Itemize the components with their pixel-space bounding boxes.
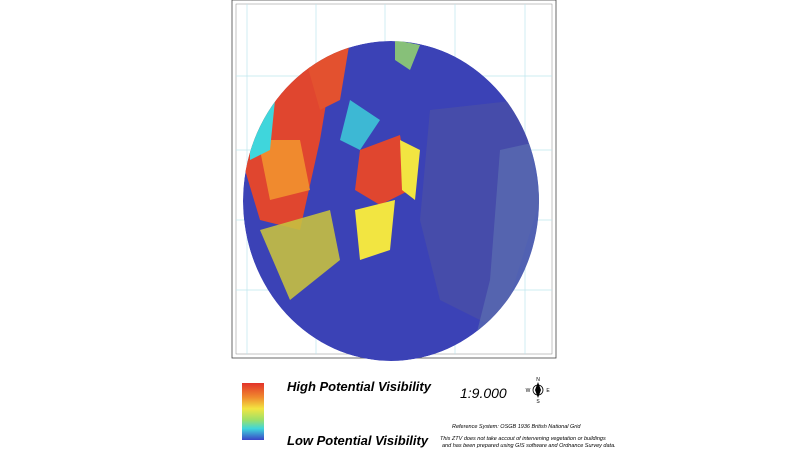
legend-gradient: [242, 383, 264, 440]
legend-low: Low Potential Visibility: [287, 433, 429, 448]
compass-e: E: [546, 388, 550, 394]
legend-high: High Potential Visibility: [287, 379, 432, 394]
compass: N E S W: [526, 377, 551, 405]
disclaimer-line: and has been prepared using GIS software…: [442, 443, 616, 449]
ztv-map: [243, 41, 539, 361]
disclaimer-line: This ZTV does not take accout of interve…: [440, 436, 606, 442]
compass-n: N: [536, 377, 540, 383]
compass-w: W: [526, 388, 531, 394]
reference: Reference System: OSGB 1936 British Nati…: [452, 424, 581, 430]
scale: 1:9.000: [460, 385, 507, 401]
compass-s: S: [536, 399, 540, 405]
